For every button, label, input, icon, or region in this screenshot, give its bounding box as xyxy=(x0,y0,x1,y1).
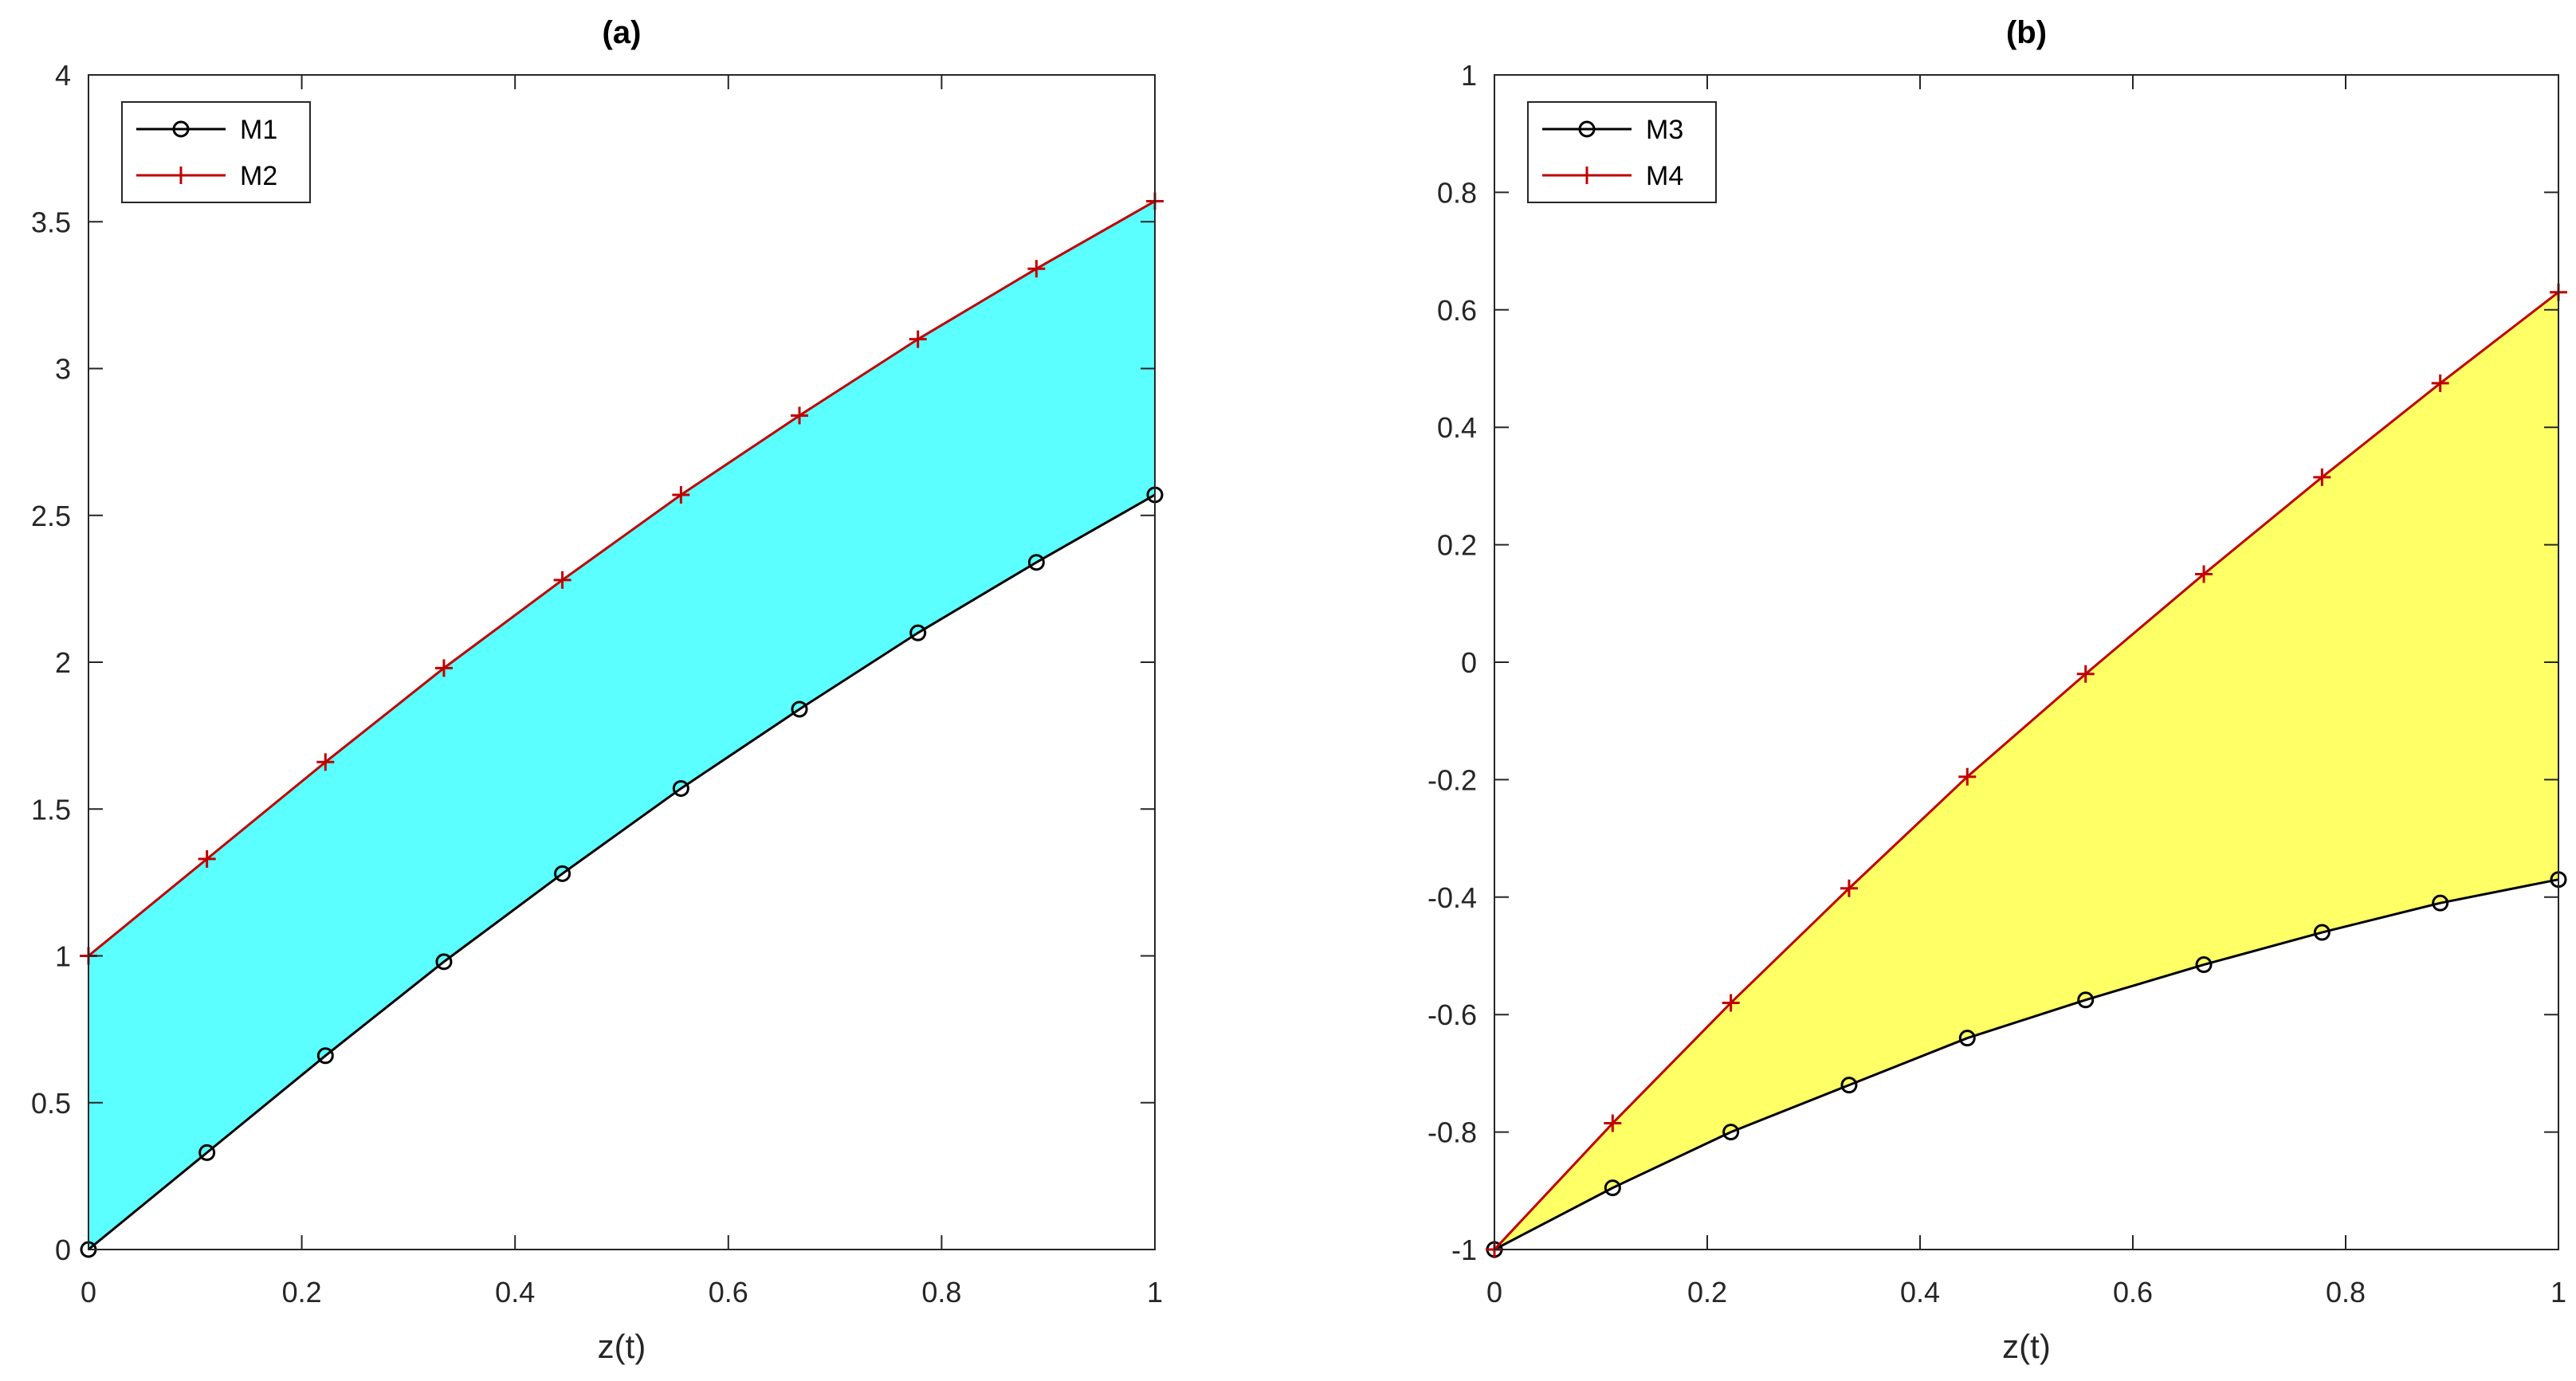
series-line-m2 xyxy=(88,200,1156,957)
legend-marker xyxy=(172,167,190,184)
y-tick-label: 0 xyxy=(55,1234,71,1266)
x-axis-label: z(t) xyxy=(2002,1328,2051,1365)
data-point xyxy=(2077,991,2095,1009)
data-point xyxy=(2313,924,2331,941)
y-tick-label: 3.5 xyxy=(31,206,71,238)
data-point xyxy=(672,779,689,797)
y-tick-label: 2 xyxy=(55,646,71,679)
data-point xyxy=(434,659,453,677)
x-tick-label: 0.6 xyxy=(709,1276,748,1308)
chart-title: (b) xyxy=(2006,15,2047,50)
y-tick-label: 0.4 xyxy=(1437,411,1477,444)
x-axis-label: z(t) xyxy=(598,1328,646,1365)
x-tick-label: 0.4 xyxy=(495,1276,535,1308)
legend-label: M4 xyxy=(1646,161,1683,191)
series-line-m4 xyxy=(1493,291,2559,1251)
y-tick-label: 2.5 xyxy=(31,500,71,532)
legend: M3 M4 xyxy=(1527,101,1717,203)
legend-box xyxy=(121,101,311,203)
y-tick-label: 4 xyxy=(55,59,71,92)
y-tick-label: 0.2 xyxy=(1437,529,1477,562)
x-tick-label: 0.2 xyxy=(282,1276,322,1308)
x-tick-label: 0.8 xyxy=(2326,1276,2366,1308)
data-point xyxy=(553,571,571,589)
fill-area xyxy=(1494,292,2558,1250)
x-tick-label: 1 xyxy=(1147,1276,1163,1308)
x-tick-label: 0.4 xyxy=(1900,1276,1940,1308)
legend-marker xyxy=(1578,167,1596,184)
series-line-m1 xyxy=(88,493,1156,1251)
y-tick-label: -1 xyxy=(1451,1234,1477,1266)
data-point xyxy=(672,485,690,504)
data-point xyxy=(909,330,927,348)
data-point xyxy=(198,849,216,868)
data-point xyxy=(1604,1179,1621,1197)
data-point xyxy=(2431,374,2449,392)
y-tick-label: 3 xyxy=(55,353,71,386)
data-point xyxy=(791,700,808,718)
chart-panel-b: (b) z(t) 0 0.2 0.4 0.6 0.8 1 -1 -0.8 -0.6 -0.4 -0.… xyxy=(1427,15,2567,1365)
x-tick-label: 0.8 xyxy=(921,1276,961,1308)
legend-box xyxy=(1527,101,1717,203)
legend-label: M3 xyxy=(1646,115,1683,145)
data-point xyxy=(2195,956,2213,974)
y-tick-label: 0.8 xyxy=(1437,176,1477,209)
data-point xyxy=(198,1144,216,1161)
data-point xyxy=(1027,554,1045,571)
x-tick-label: 1 xyxy=(2550,1276,2566,1308)
legend-label: M1 xyxy=(240,115,277,145)
x-tick-label: 0 xyxy=(1486,1276,1502,1308)
data-point xyxy=(1027,260,1046,278)
data-point xyxy=(2313,468,2331,486)
x-tick-label: 0.2 xyxy=(1687,1276,1727,1308)
data-point xyxy=(316,753,335,771)
data-point xyxy=(1958,1030,1976,1047)
data-point xyxy=(1840,879,1858,897)
y-tick-label: 1 xyxy=(1461,59,1477,92)
y-tick-label: 0.6 xyxy=(1437,294,1477,327)
y-tick-label: -0.2 xyxy=(1427,763,1477,796)
y-tick-label: 0 xyxy=(1461,646,1477,679)
x-tick-label: 0 xyxy=(80,1276,96,1308)
legend-label: M2 xyxy=(240,161,277,191)
data-point xyxy=(2432,894,2449,912)
x-tick-label: 0.6 xyxy=(2113,1276,2153,1308)
y-tick-label: 1 xyxy=(55,940,71,973)
legend: M1 M2 xyxy=(121,101,311,203)
y-tick-label: -0.8 xyxy=(1427,1116,1477,1149)
data-point xyxy=(1722,994,1740,1012)
legend-marker xyxy=(1578,120,1596,138)
data-point xyxy=(2076,665,2095,683)
data-point xyxy=(316,1047,334,1065)
data-point xyxy=(1840,1077,1858,1094)
data-point xyxy=(909,624,927,641)
data-point xyxy=(791,406,809,425)
data-point xyxy=(1604,1114,1622,1132)
y-tick-label: -0.4 xyxy=(1427,881,1477,914)
fill-area xyxy=(88,201,1155,1250)
data-point xyxy=(435,953,453,971)
y-tick-label: -0.6 xyxy=(1427,998,1477,1031)
chart-title: (a) xyxy=(603,15,642,50)
data-point xyxy=(1958,767,1977,786)
chart-panel-a: (a) z(t) 0 0.2 0.4 0.6 0.8 1 0 0.5 1 1.5 2 2.5 3 3.5 4… xyxy=(31,15,1164,1365)
legend-marker xyxy=(172,120,190,138)
series-line-m3 xyxy=(1494,878,2559,1251)
y-tick-label: 0.5 xyxy=(31,1087,71,1120)
y-tick-label: 1.5 xyxy=(31,793,71,826)
data-point xyxy=(1722,1124,1740,1141)
data-point xyxy=(2195,565,2213,583)
data-point xyxy=(554,865,571,882)
